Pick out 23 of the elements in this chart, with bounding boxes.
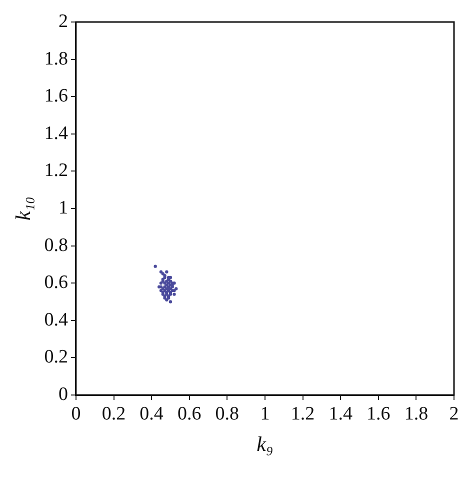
x-axis-title: k₉ — [256, 432, 274, 456]
x-tick-label: 1.4 — [328, 403, 353, 424]
y-tick-label: 0.8 — [44, 234, 68, 256]
y-tick-label: 2 — [58, 10, 68, 32]
y-tick-label: 1 — [58, 197, 68, 218]
y-tick-label: 1.2 — [44, 160, 68, 182]
y-tick-label: 0.2 — [44, 346, 68, 368]
x-tick-label: 1 — [260, 403, 270, 424]
x-tick-label: 1.2 — [290, 403, 315, 424]
x-tick-label: 0.6 — [177, 403, 202, 424]
y-tick-label: 1.8 — [44, 48, 68, 70]
y-tick-label: 1.6 — [44, 86, 68, 107]
x-tick-label: 1.6 — [366, 403, 390, 424]
x-tick-label: 0.8 — [215, 403, 240, 424]
y-axis-title: k₁₀ — [11, 196, 36, 220]
y-tick-label: 1.4 — [44, 122, 68, 144]
y-tick-label: 0 — [58, 384, 68, 405]
x-tick-label: 0.2 — [102, 403, 126, 424]
x-tick-label: 2 — [449, 403, 459, 424]
y-tick-label: 0.4 — [44, 309, 68, 330]
y-tick-label: 0.6 — [44, 272, 68, 294]
x-tick-label: 1.8 — [404, 403, 428, 424]
x-tick-label: 0.4 — [140, 403, 164, 424]
